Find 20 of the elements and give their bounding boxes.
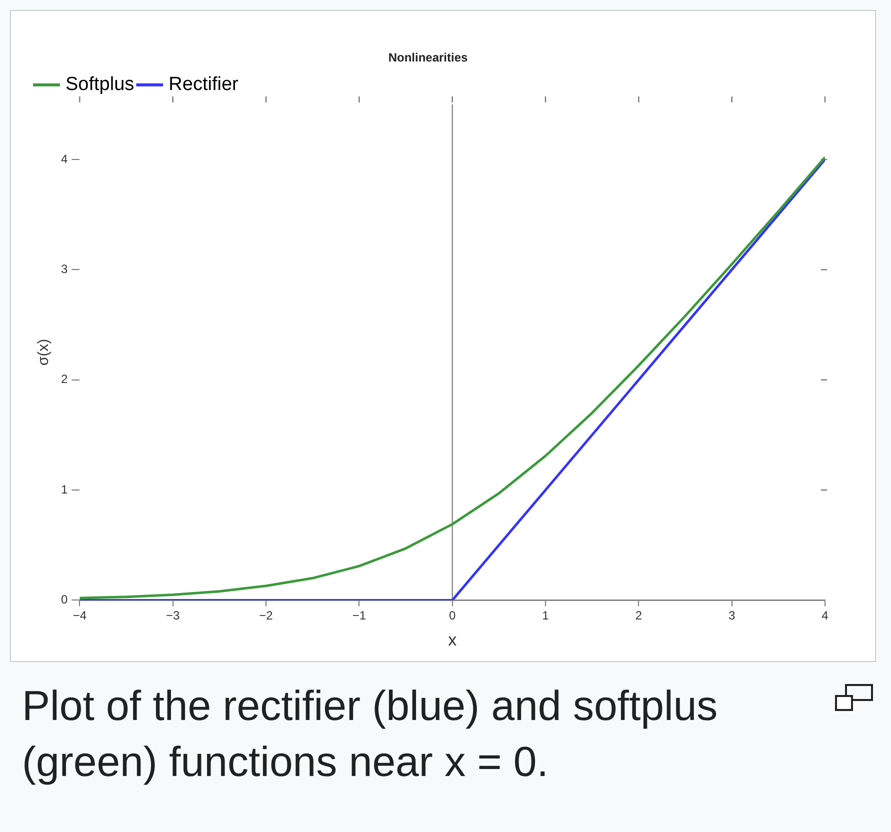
x-tick-label: −4	[72, 608, 87, 623]
x-tick-label: 1	[542, 608, 550, 623]
y-axis-title: σ(x)	[35, 338, 52, 366]
chart-title: Nonlinearities	[388, 50, 468, 65]
x-tick-label: −1	[352, 608, 366, 623]
y-tick-label: 1	[60, 482, 68, 496]
x-tick-label: 0	[448, 608, 456, 623]
y-tick-label: 2	[60, 372, 68, 386]
x-tick-label: 2	[635, 608, 642, 623]
legend-label: Rectifier	[168, 74, 240, 96]
x-tick-label: 3	[728, 608, 736, 623]
y-tick-label: 0	[60, 592, 68, 607]
x-tick-label: −2	[259, 608, 274, 623]
x-tick-label: −3	[166, 608, 180, 623]
x-tick-label: 4	[822, 608, 829, 623]
y-tick-label: 4	[60, 152, 68, 166]
x-axis-title: x	[448, 630, 458, 650]
legend-label: Softplus	[66, 74, 134, 96]
y-tick-label: 3	[60, 262, 68, 276]
text: Plot of the rectifier (blue) and softplus (green) functions near x = 0.	[22, 681, 719, 787]
